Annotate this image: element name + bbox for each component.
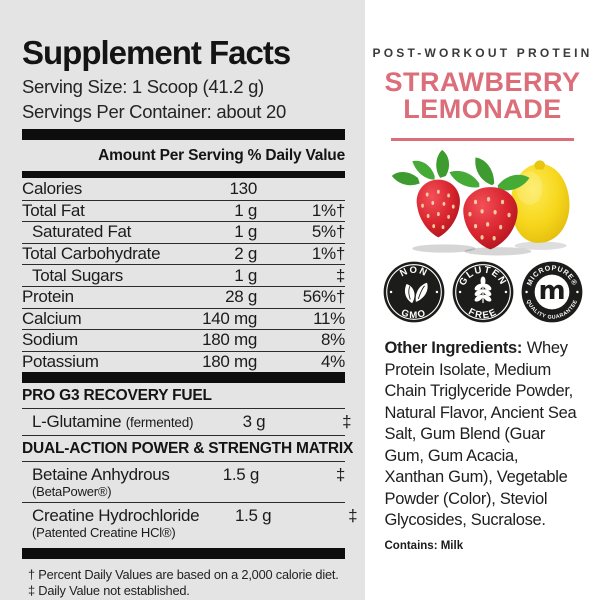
- serving-info: Serving Size: 1 Scoop (41.2 g) Servings …: [22, 76, 345, 123]
- nutrient-name: Total Sugars: [32, 265, 123, 285]
- ingredient-amount: 1.5 g: [222, 465, 260, 485]
- nutrient-daily-value: 5%†: [311, 222, 345, 242]
- nutrient-daily-value: 1%†: [311, 244, 345, 264]
- nutrient-row: Protein 28 g 56%†: [22, 285, 346, 308]
- wheat-icon: GLUTEN FREE: [452, 261, 513, 323]
- nutrient-name: Protein: [22, 287, 74, 307]
- ingredient-amount: 3 g: [242, 412, 266, 432]
- flavor-underline: [391, 138, 574, 141]
- nutrient-row: Total Fat 1 g 1%†: [22, 199, 345, 222]
- ingredient-name: Creatine Hydrochloride (Patented Creatine…: [32, 506, 200, 541]
- nutrient-amount: 130: [229, 178, 258, 198]
- divider-bar: [22, 129, 345, 140]
- nutrient-amount: 140 mg: [202, 308, 257, 328]
- divider-bar: [22, 171, 345, 178]
- nutrient-daily-value: 1%†: [311, 200, 345, 220]
- nutrient-daily-value: 56%†: [302, 287, 346, 307]
- ingredient-qualifier: (BetaPower®): [32, 484, 112, 500]
- other-ingredients-label: Other Ingredients:: [384, 339, 523, 357]
- nutrient-amount: 180 mg: [202, 352, 257, 372]
- servings-per-container: Servings Per Container: about 20: [22, 100, 286, 122]
- nutrient-name: Total Fat: [22, 200, 85, 220]
- nutrient-amount: 1 g: [234, 200, 257, 220]
- divider-bar: [22, 548, 345, 560]
- ingredient-row: Creatine Hydrochloride (Patented Creatine…: [22, 503, 358, 543]
- ingredient-row: Betaine Anhydrous (BetaPower®) 1.5 g ‡: [22, 462, 345, 504]
- nutrient-name: Calories: [22, 178, 82, 198]
- nutrient-row: Calcium 140 mg 11%: [22, 307, 345, 330]
- ingredient-daily-value: ‡: [348, 506, 358, 526]
- nutrient-row: Total Sugars 1 g ‡: [22, 264, 345, 286]
- svg-text:GMO: GMO: [399, 307, 428, 321]
- nutrient-daily-value: 4%: [321, 352, 345, 372]
- flavor-name: STRAWBERRY LEMONADE: [384, 69, 580, 123]
- flavor-line-1: STRAWBERRY: [384, 67, 581, 97]
- nutrient-table: Calories 130 Total Fat 1 g 1%† Saturated Fat 1…: [22, 178, 345, 372]
- nutrient-row: Sodium 180 mg 8%: [22, 329, 345, 351]
- product-type-label: POST-WORKOUT PROTEIN: [372, 46, 593, 60]
- nutrient-row: Total Carbohydrate 2 g 1%†: [22, 242, 345, 265]
- nutrient-amount: 1 g: [234, 222, 257, 242]
- badge-leaves: NON GMO: [383, 261, 445, 323]
- ingredient-daily-value: ‡: [335, 465, 345, 485]
- flavor-line-2: LEMONADE: [403, 94, 562, 124]
- ingredient-row: L-Glutamine (fermented) 3 g ‡: [22, 409, 352, 437]
- strawberry-back: [391, 149, 460, 238]
- divider-bar: [22, 372, 345, 384]
- nutrient-row: Saturated Fat 1 g 5%†: [22, 221, 345, 243]
- lemon: [510, 160, 569, 243]
- strawberry-lemon-image: [390, 146, 576, 258]
- column-header: Amount Per Serving % Daily Value: [98, 147, 345, 164]
- nutrient-daily-value: ‡: [335, 265, 345, 285]
- nutrient-daily-value: 8%: [321, 330, 345, 350]
- blend-sections: PRO G3 RECOVERY FUEL L-Glutamine (ferment…: [22, 383, 358, 543]
- ingredient-qualifier: (fermented): [125, 415, 194, 431]
- leaves-icon: NON GMO: [383, 261, 444, 323]
- supplement-facts-title: Supplement Facts: [22, 34, 291, 71]
- strawberry-front: [449, 157, 529, 250]
- nutrient-name: Potassium: [22, 352, 99, 372]
- other-ingredients: Other Ingredients: Whey Protein Isolate, …: [385, 338, 581, 532]
- ingredient-amount: 1.5 g: [234, 506, 272, 526]
- nutrient-row: Calories 130: [22, 178, 345, 200]
- section-header: DUAL-ACTION POWER & STRENGTH MATRIX: [22, 436, 353, 463]
- ingredient-name: Betaine Anhydrous (BetaPower®): [32, 465, 187, 499]
- nutrient-name: Calcium: [22, 308, 82, 328]
- ingredient-qualifier: (Patented Creatine HCl®): [32, 525, 176, 541]
- serving-size: Serving Size: 1 Scoop (41.2 g): [22, 76, 264, 97]
- footnote: ‡ Daily Value not established.: [28, 582, 190, 598]
- allergen-statement: Contains: Milk: [384, 539, 464, 552]
- svg-text:m: m: [538, 276, 565, 306]
- ingredient-name: L-Glutamine (fermented): [32, 412, 194, 432]
- micropure-m-icon: MICROPURE® QUALITY GUARANTEE m: [521, 261, 582, 323]
- badge-wheat: GLUTEN FREE: [452, 261, 514, 323]
- nutrient-amount: 28 g: [225, 287, 257, 307]
- nutrient-row: Potassium 180 mg 4%: [22, 350, 345, 373]
- certification-badges: NON GMO GLUTEN FREE: [383, 261, 583, 323]
- nutrient-name: Total Carbohydrate: [22, 244, 161, 264]
- ingredient-daily-value: ‡: [342, 412, 352, 432]
- nutrient-amount: 2 g: [234, 244, 257, 264]
- nutrient-amount: 180 mg: [202, 330, 257, 350]
- section-header: PRO G3 RECOVERY FUEL: [22, 383, 345, 410]
- nutrient-name: Sodium: [22, 330, 78, 350]
- badge-micropure-m: MICROPURE® QUALITY GUARANTEE m: [521, 261, 583, 323]
- flavor-panel: POST-WORKOUT PROTEIN STRAWBERRY LEMONADE: [365, 0, 600, 600]
- footnote: † Percent Daily Values are based on a 2,…: [28, 567, 339, 583]
- other-ingredients-text: Whey Protein Isolate, Medium Chain Trigl…: [384, 339, 577, 529]
- nutrient-name: Saturated Fat: [32, 222, 132, 242]
- supplement-facts-panel: Supplement Facts Serving Size: 1 Scoop (…: [0, 0, 365, 600]
- nutrient-daily-value: 11%: [313, 308, 345, 328]
- nutrient-amount: 1 g: [234, 265, 257, 285]
- footnotes: † Percent Daily Values are based on a 2,…: [22, 567, 345, 598]
